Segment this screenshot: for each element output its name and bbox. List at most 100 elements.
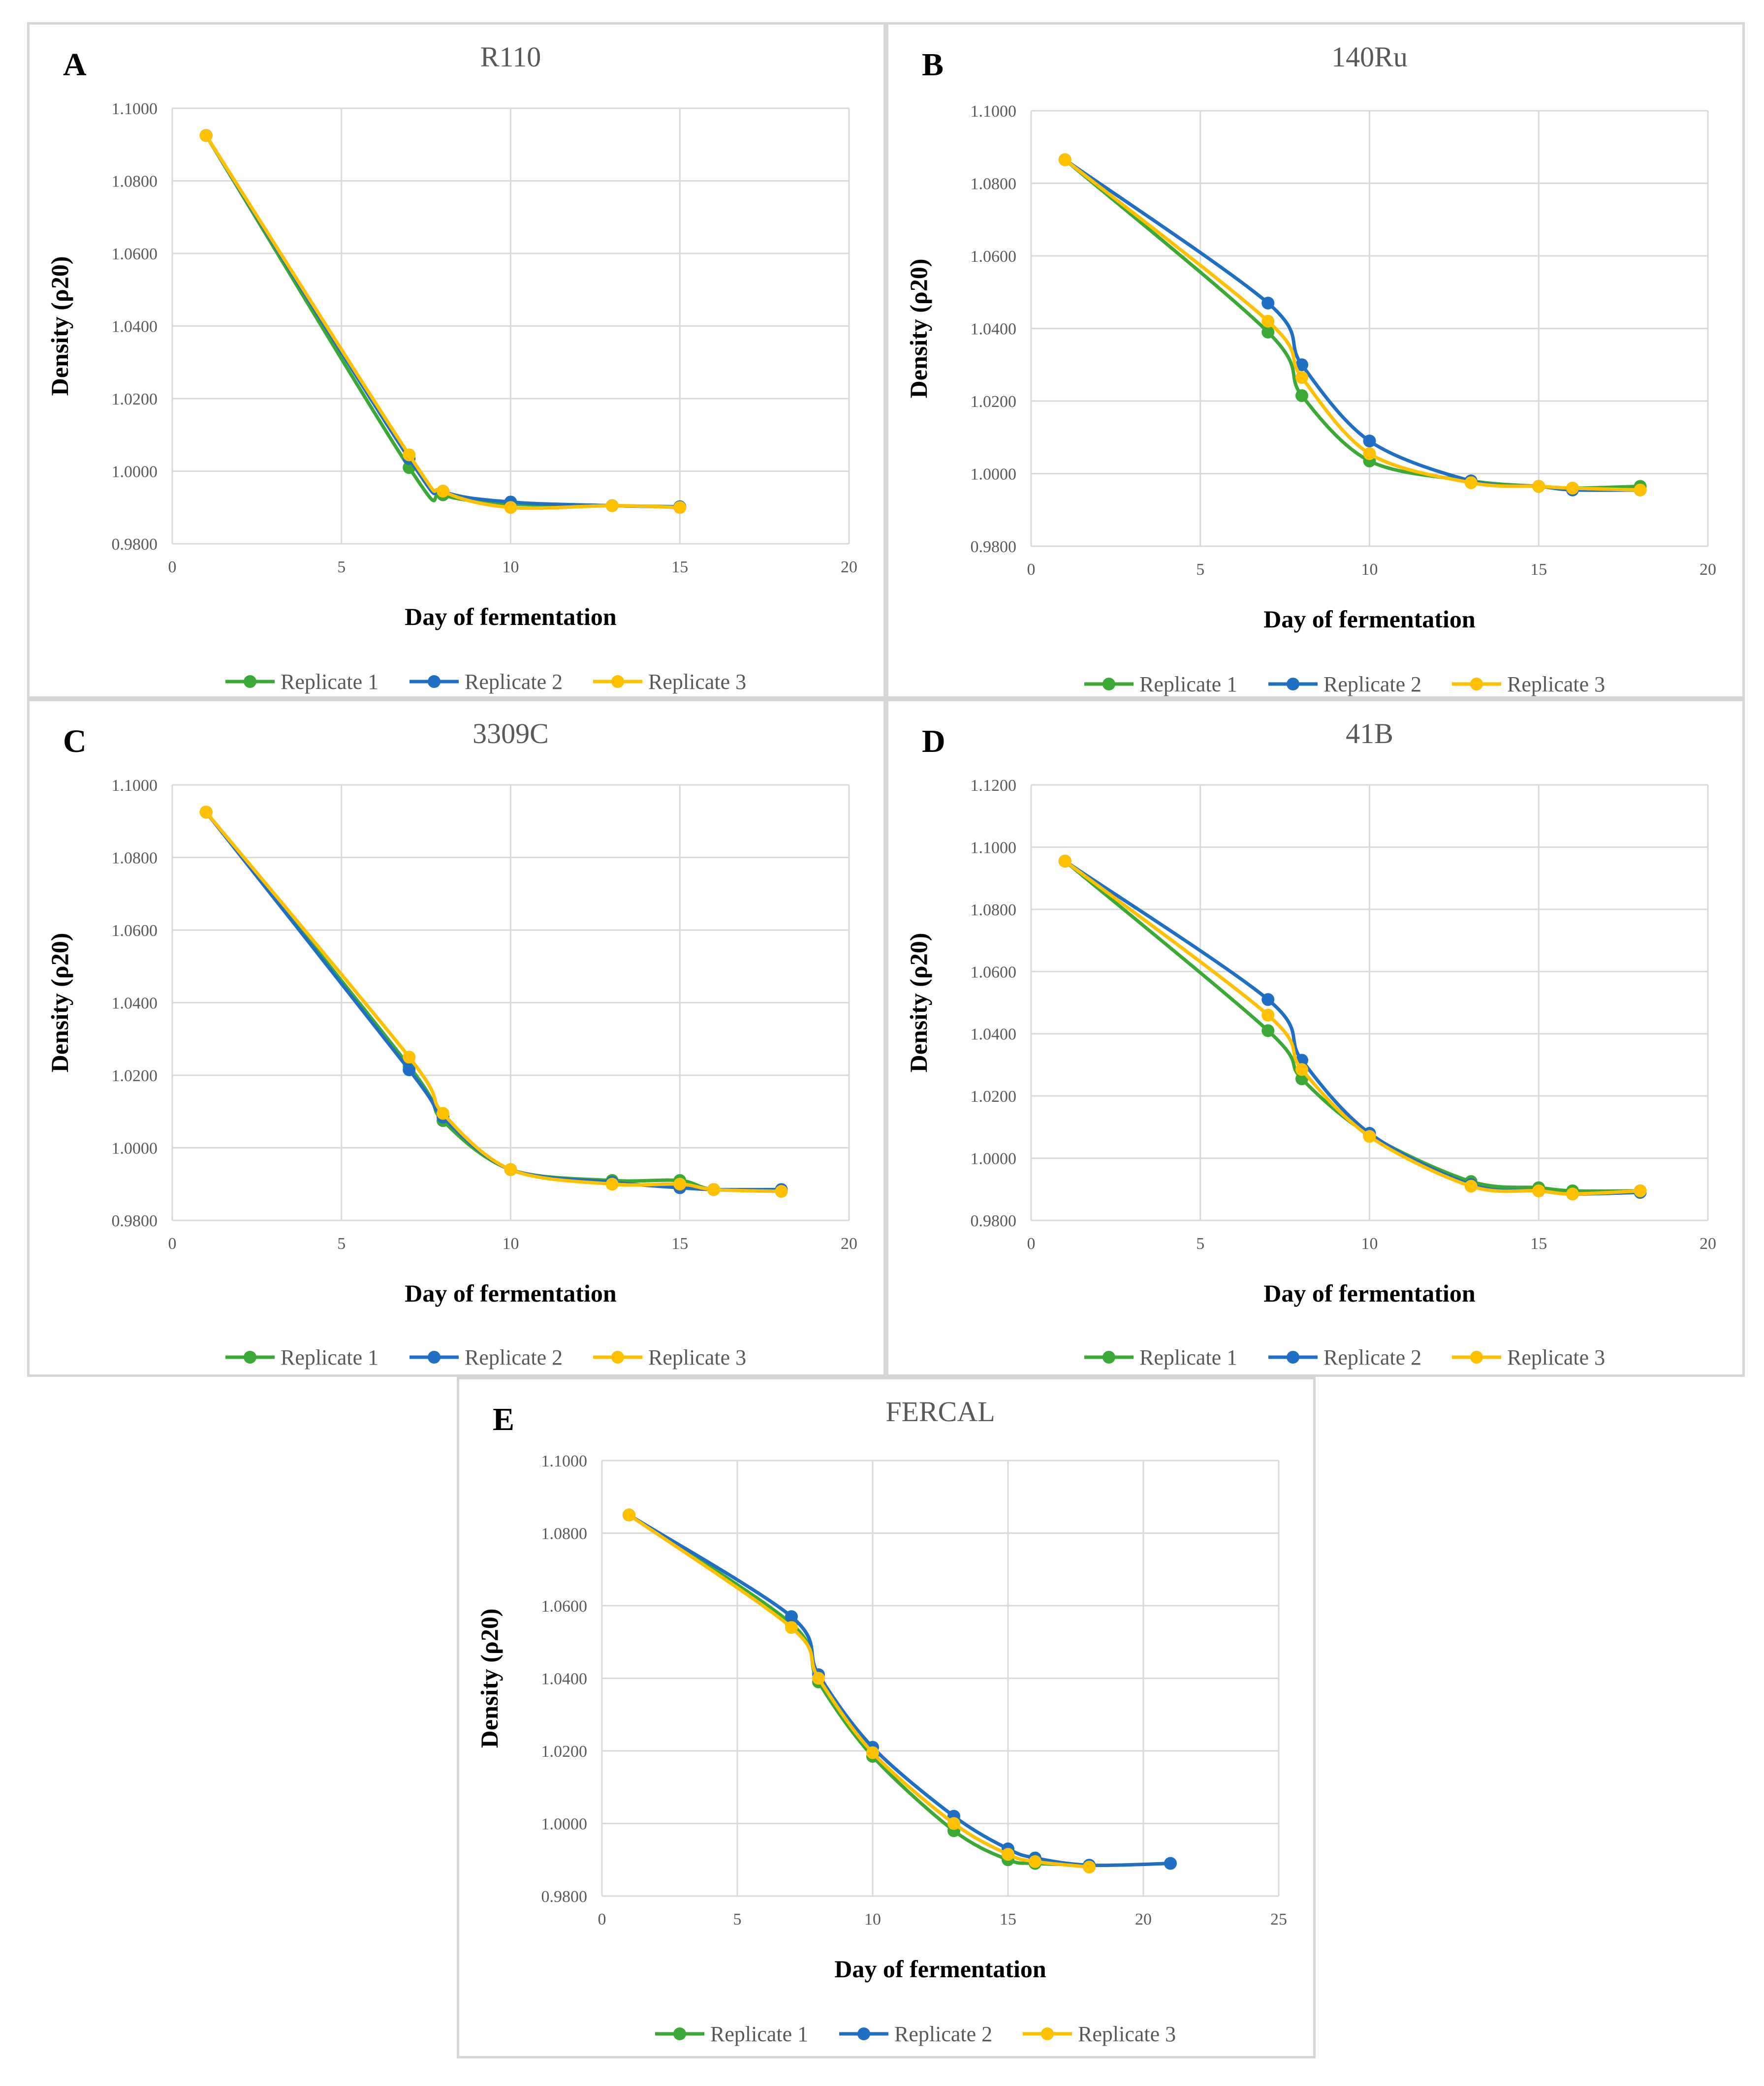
series-line-replicate-3 bbox=[1063, 859, 1642, 1196]
data-point-replicate-3 bbox=[1566, 482, 1579, 495]
data-point-replicate-3 bbox=[504, 1163, 517, 1176]
legend-swatch-marker bbox=[428, 1351, 441, 1364]
x-tick-label: 20 bbox=[841, 1235, 857, 1253]
data-point-replicate-3 bbox=[1532, 480, 1545, 493]
x-tick-label: 0 bbox=[168, 558, 177, 576]
legend-label: Replicate 1 bbox=[281, 670, 378, 694]
chart-title: R110 bbox=[480, 41, 541, 73]
y-tick-label: 1.0800 bbox=[112, 173, 158, 191]
chart-panel-a: A R110 0.9800 1.0000 1.0200 1.0400 1.0600 1.080… bbox=[27, 22, 886, 699]
x-tick-label: 15 bbox=[671, 1235, 688, 1253]
data-point-replicate-3 bbox=[1634, 483, 1647, 497]
chart-b-svg: B 140Ru 0.9800 1.0000 1.0200 1.0400 1.0600 1.08… bbox=[905, 41, 1716, 696]
y-axis-label: Density (ρ20) bbox=[46, 933, 73, 1073]
x-tick-label: 15 bbox=[1530, 560, 1547, 579]
legend-swatch-marker bbox=[611, 1351, 624, 1364]
y-axis-label: Density (ρ20) bbox=[46, 256, 73, 396]
series-line-replicate-3 bbox=[627, 1513, 1091, 1869]
legend-label: Replicate 1 bbox=[1139, 1345, 1237, 1370]
data-point-replicate-3 bbox=[1295, 1063, 1308, 1076]
legend-swatch-marker bbox=[244, 1351, 256, 1364]
data-point-replicate-3 bbox=[403, 448, 416, 462]
data-point-replicate-2 bbox=[1363, 435, 1376, 448]
legend-label: Replicate 1 bbox=[1139, 672, 1237, 696]
data-point-replicate-1 bbox=[1295, 389, 1308, 402]
chart-panel-e: E FERCAL 0.9800 1.0000 1.0200 1.0400 1.0600 1.0… bbox=[457, 1377, 1316, 2058]
y-tick-label: 1.0200 bbox=[112, 1067, 158, 1085]
x-tick-label: 10 bbox=[1361, 1235, 1378, 1253]
y-tick-label: 1.0000 bbox=[112, 1140, 158, 1158]
y-tick-label: 1.0400 bbox=[971, 1026, 1017, 1044]
data-point-replicate-3 bbox=[1363, 1130, 1376, 1143]
data-point-replicate-3 bbox=[1363, 447, 1376, 460]
legend-swatch-marker bbox=[244, 675, 256, 688]
data-point-replicate-3 bbox=[775, 1185, 788, 1198]
data-point-replicate-3 bbox=[812, 1672, 825, 1685]
data-point-replicate-3 bbox=[437, 485, 449, 498]
chart-title: 41B bbox=[1346, 717, 1393, 749]
data-point-replicate-3 bbox=[785, 1621, 798, 1634]
legend-swatch-marker bbox=[857, 2027, 870, 2040]
panel-letter: E bbox=[493, 1401, 514, 1437]
data-point-replicate-3 bbox=[947, 1817, 960, 1830]
x-tick-label: 5 bbox=[337, 558, 346, 576]
x-tick-label: 5 bbox=[337, 1235, 346, 1253]
chart-c-svg: C 3309C 0.9800 1.0000 1.0200 1.0400 1.0600 1.08… bbox=[46, 717, 857, 1370]
x-axis-label: Day of fermentation bbox=[1263, 605, 1476, 633]
legend-label: Replicate 3 bbox=[648, 670, 746, 694]
legend-swatch-marker bbox=[1287, 678, 1299, 690]
panel-letter: A bbox=[63, 47, 87, 83]
series-line-replicate-2 bbox=[204, 810, 783, 1192]
y-axis-label: Density (ρ20) bbox=[475, 1609, 503, 1748]
data-point-replicate-3 bbox=[673, 501, 687, 514]
legend-swatch-marker bbox=[1470, 1351, 1483, 1364]
y-tick-label: 1.1000 bbox=[541, 1452, 588, 1470]
legend-label: Replicate 3 bbox=[1507, 1345, 1605, 1370]
x-axis-label: Day of fermentation bbox=[834, 1955, 1046, 1983]
legend-swatch-marker bbox=[1102, 1351, 1115, 1364]
data-point-replicate-3 bbox=[707, 1183, 720, 1196]
series-line-replicate-3 bbox=[1063, 158, 1642, 492]
y-tick-label: 1.1200 bbox=[971, 777, 1017, 795]
y-tick-label: 1.0200 bbox=[971, 393, 1017, 411]
legend-label: Replicate 2 bbox=[894, 2022, 992, 2046]
chart-a-svg: A R110 0.9800 1.0000 1.0200 1.0400 1.0600 1.080… bbox=[46, 41, 857, 694]
data-point-replicate-2 bbox=[403, 1063, 416, 1076]
legend-swatch-marker bbox=[1287, 1351, 1299, 1364]
panel-letter: C bbox=[63, 723, 87, 759]
data-point-replicate-2 bbox=[1295, 358, 1308, 372]
chart-title: FERCAL bbox=[885, 1396, 995, 1428]
x-tick-label: 15 bbox=[1530, 1235, 1547, 1253]
legend-swatch-marker bbox=[1102, 678, 1115, 690]
x-tick-label: 15 bbox=[671, 558, 688, 576]
series-line-replicate-1 bbox=[204, 133, 682, 509]
y-tick-label: 1.0200 bbox=[971, 1088, 1017, 1106]
data-point-replicate-3 bbox=[1058, 153, 1071, 166]
y-tick-label: 1.0200 bbox=[112, 390, 158, 408]
chart-e-svg: E FERCAL 0.9800 1.0000 1.0200 1.0400 1.0600 1.0… bbox=[475, 1396, 1287, 2046]
data-point-replicate-2 bbox=[1261, 993, 1275, 1006]
legend-label: Replicate 3 bbox=[1507, 672, 1605, 696]
y-tick-label: 0.9800 bbox=[971, 538, 1017, 556]
y-axis-label: Density (ρ20) bbox=[905, 259, 932, 399]
x-tick-label: 0 bbox=[598, 1910, 606, 1929]
x-axis-label: Day of fermentation bbox=[405, 603, 617, 630]
y-tick-label: 1.0000 bbox=[112, 463, 158, 481]
x-tick-label: 5 bbox=[733, 1910, 742, 1929]
legend-label: Replicate 2 bbox=[1323, 672, 1421, 696]
y-tick-label: 1.1000 bbox=[971, 839, 1017, 857]
x-tick-label: 20 bbox=[1700, 1235, 1716, 1253]
legend-label: Replicate 1 bbox=[710, 2022, 808, 2046]
data-point-replicate-3 bbox=[1634, 1184, 1647, 1197]
series-line-replicate-2 bbox=[204, 133, 682, 509]
x-tick-label: 20 bbox=[1135, 1910, 1152, 1929]
data-point-replicate-2 bbox=[1261, 296, 1275, 310]
y-tick-label: 1.1000 bbox=[112, 777, 158, 795]
y-tick-label: 1.1000 bbox=[112, 100, 158, 118]
chart-panel-d: D 41B 0.9800 1.0000 1.0200 1.0400 1.0600 1.0800… bbox=[886, 699, 1745, 1377]
legend-label: Replicate 3 bbox=[648, 1345, 746, 1370]
data-point-replicate-3 bbox=[1002, 1848, 1014, 1861]
series-line-replicate-1 bbox=[204, 810, 783, 1192]
x-tick-label: 15 bbox=[1000, 1910, 1016, 1929]
x-tick-label: 0 bbox=[1027, 560, 1036, 579]
